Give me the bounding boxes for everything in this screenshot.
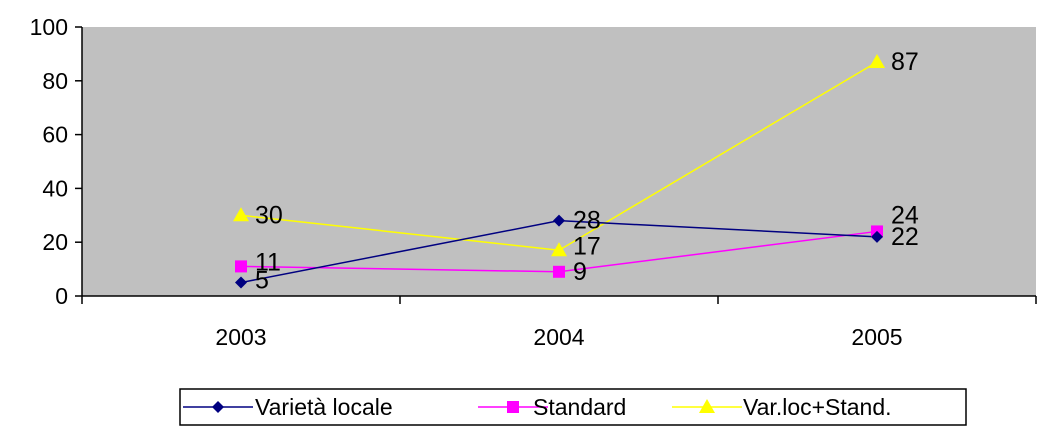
- legend-marker-0: [212, 401, 224, 413]
- series-1-point: [235, 260, 247, 273]
- series-2-point: [551, 242, 567, 257]
- series-0-point: [235, 276, 247, 289]
- y-tick-label: 40: [42, 175, 68, 201]
- legend-marker-1: [507, 401, 519, 413]
- legend-marker-2: [699, 399, 715, 413]
- data-label: 87: [891, 48, 919, 76]
- axes: 0 20 40 60 80 100 2003 2004 2005: [30, 14, 1037, 350]
- series-2-point: [869, 53, 885, 68]
- x-tick-label: 2003: [215, 324, 266, 350]
- legend: Varietà locale Standard Var.loc+Stand.: [179, 388, 967, 426]
- legend-box: [179, 388, 967, 426]
- data-labels: 5 28 22 11 9 24 30 17 87: [255, 48, 919, 295]
- data-label: 28: [573, 207, 601, 235]
- legend-label: Var.loc+Stand.: [743, 394, 892, 420]
- legend-label: Standard: [533, 394, 626, 420]
- y-tick-label: 20: [42, 229, 68, 255]
- y-tick-label: 80: [42, 68, 68, 94]
- data-label: 9: [573, 258, 587, 286]
- series-1-point: [553, 265, 565, 278]
- x-tick-label: 2005: [851, 324, 902, 350]
- data-label: 17: [573, 232, 601, 260]
- y-tick-label: 0: [55, 283, 68, 309]
- series-layer: [233, 53, 885, 289]
- data-label: 11: [255, 248, 281, 276]
- series-2-point: [233, 207, 249, 222]
- x-tick-label: 2004: [533, 324, 584, 350]
- y-tick-label: 60: [42, 122, 68, 148]
- data-label: 22: [891, 223, 919, 251]
- legend-label: Varietà locale: [255, 394, 393, 420]
- series-0-point: [871, 230, 883, 243]
- data-label: 5: [255, 267, 269, 295]
- y-tick-label: 100: [30, 14, 68, 40]
- data-label: 24: [891, 201, 919, 229]
- data-label: 30: [255, 201, 283, 229]
- series-0-point: [553, 214, 565, 227]
